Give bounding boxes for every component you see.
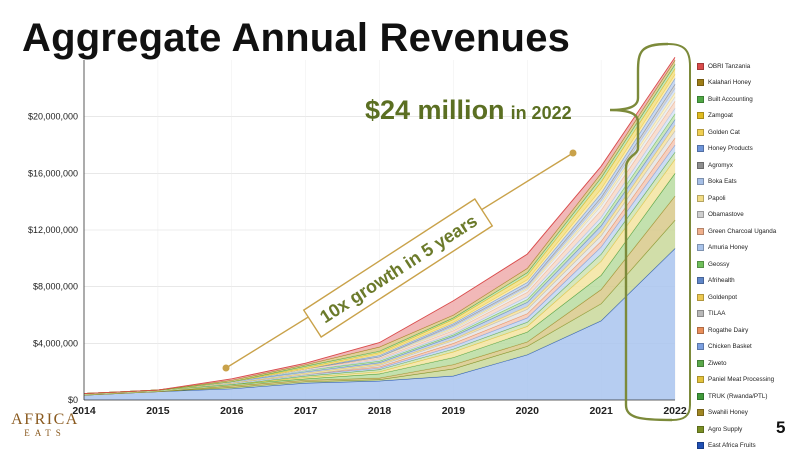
legend-label: Paniel Meat Processing <box>708 376 774 383</box>
legend-swatch <box>697 393 704 400</box>
legend-swatch <box>697 261 704 268</box>
y-tick-label: $4,000,000 <box>33 338 78 348</box>
y-tick-label: $20,000,000 <box>28 112 78 122</box>
legend-swatch <box>697 343 704 350</box>
y-tick-label: $12,000,000 <box>28 225 78 235</box>
legend-item: TRUK (Rwanda/PTL) <box>697 388 797 405</box>
legend-label: TRUK (Rwanda/PTL) <box>708 393 768 400</box>
y-tick-label: $0 <box>68 395 78 405</box>
legend-label: Agromyx <box>708 162 733 169</box>
chart-legend: OBRI Tanzania Kalahari Honey Built Account… <box>697 58 797 454</box>
legend-item: Ziweto <box>697 355 797 372</box>
legend-swatch <box>697 310 704 317</box>
legend-label: Chicken Basket <box>708 343 752 350</box>
legend-label: TILAA <box>708 310 726 317</box>
legend-item: Built Accounting <box>697 91 797 108</box>
x-tick-label: 2017 <box>294 405 318 417</box>
legend-label: Zamgoat <box>708 112 733 119</box>
legend-label: Papoli <box>708 195 726 202</box>
legend-label: Rogathe Dairy <box>708 327 748 334</box>
legend-item: Agromyx <box>697 157 797 174</box>
legend-item: Rogathe Dairy <box>697 322 797 339</box>
legend-label: Boka Eats <box>708 178 737 185</box>
y-tick-label: $8,000,000 <box>33 282 78 292</box>
legend-label: Goldenpot <box>708 294 737 301</box>
headline-value: $24 million <box>365 95 505 125</box>
legend-item: Zamgoat <box>697 108 797 125</box>
x-tick-label: 2015 <box>146 405 170 417</box>
legend-label: Ziweto <box>708 360 727 367</box>
legend-label: East Africa Fruits <box>708 442 756 449</box>
logo-eats-text: EATS <box>10 428 80 438</box>
legend-swatch <box>697 277 704 284</box>
legend-swatch <box>697 129 704 136</box>
legend-swatch <box>697 244 704 251</box>
legend-swatch <box>697 79 704 86</box>
legend-item: East Africa Fruits <box>697 438 797 454</box>
legend-item: Golden Cat <box>697 124 797 141</box>
legend-item: Kalahari Honey <box>697 75 797 92</box>
x-tick-label: 2021 <box>589 405 613 417</box>
legend-swatch <box>697 409 704 416</box>
page-number: 5 <box>776 418 785 438</box>
legend-swatch <box>697 228 704 235</box>
legend-label: Honey Products <box>708 145 753 152</box>
logo-africa-text: AFRICA <box>10 412 80 428</box>
legend-label: Agro Supply <box>708 426 742 433</box>
x-tick-label: 2018 <box>368 405 392 417</box>
x-tick-label: 2022 <box>663 405 687 417</box>
legend-swatch <box>697 195 704 202</box>
legend-label: Obamastove <box>708 211 744 218</box>
legend-swatch <box>697 145 704 152</box>
legend-swatch <box>697 426 704 433</box>
legend-item: TILAA <box>697 306 797 323</box>
headline-suffix: in 2022 <box>511 103 572 123</box>
growth-arrow-start-dot <box>223 365 230 372</box>
legend-item: Green Charcoal Uganda <box>697 223 797 240</box>
legend-swatch <box>697 442 704 449</box>
legend-label: Swahili Honey <box>708 409 748 416</box>
legend-swatch <box>697 360 704 367</box>
legend-item: Honey Products <box>697 141 797 158</box>
legend-swatch <box>697 294 704 301</box>
x-tick-label: 2020 <box>516 405 540 417</box>
legend-item: Papoli <box>697 190 797 207</box>
legend-swatch <box>697 376 704 383</box>
legend-swatch <box>697 327 704 334</box>
legend-item: Obamastove <box>697 207 797 224</box>
legend-item: Boka Eats <box>697 174 797 191</box>
legend-swatch <box>697 162 704 169</box>
legend-swatch <box>697 112 704 119</box>
legend-swatch <box>697 63 704 70</box>
legend-label: Built Accounting <box>708 96 753 103</box>
legend-label: Geossy <box>708 261 729 268</box>
africa-eats-logo: AFRICA EATS <box>10 412 80 438</box>
legend-label: OBRI Tanzania <box>708 63 750 70</box>
legend-item: Paniel Meat Processing <box>697 372 797 389</box>
legend-swatch <box>697 178 704 185</box>
legend-label: Green Charcoal Uganda <box>708 228 776 235</box>
legend-item: Goldenpot <box>697 289 797 306</box>
legend-label: Golden Cat <box>708 129 740 136</box>
x-tick-label: 2019 <box>442 405 466 417</box>
legend-item: Geossy <box>697 256 797 273</box>
legend-item: Amuria Honey <box>697 240 797 257</box>
growth-arrow-end-dot <box>570 150 577 157</box>
legend-swatch <box>697 211 704 218</box>
legend-label: Kalahari Honey <box>708 79 751 86</box>
legend-label: Amuria Honey <box>708 244 748 251</box>
y-tick-label: $16,000,000 <box>28 168 78 178</box>
x-tick-label: 2016 <box>220 405 244 417</box>
legend-item: OBRI Tanzania <box>697 58 797 75</box>
legend-swatch <box>697 96 704 103</box>
legend-label: Afrihealth <box>708 277 735 284</box>
legend-item: Chicken Basket <box>697 339 797 356</box>
legend-item: Afrihealth <box>697 273 797 290</box>
